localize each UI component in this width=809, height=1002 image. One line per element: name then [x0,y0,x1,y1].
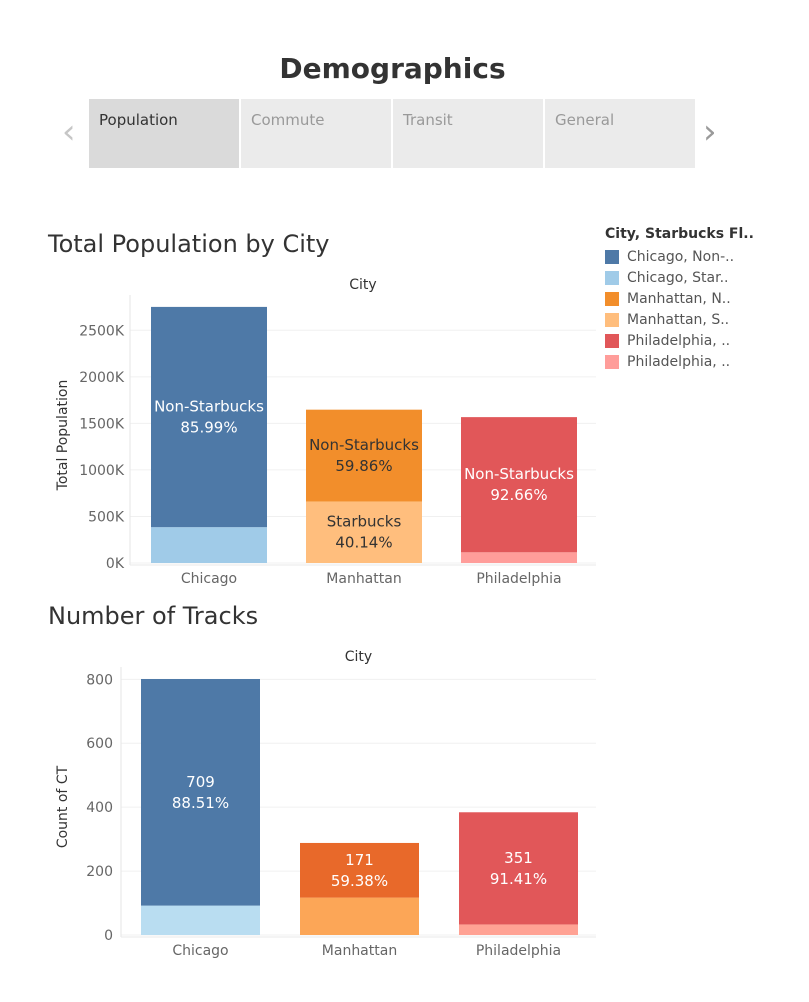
bar-segment [141,905,260,935]
bar-data-label: 85.99% [180,419,237,437]
legend-label: Philadelphia, .. [627,332,731,349]
tracks-chart: City 0 200 400 600 800 Count of CT 709 88.51% Chi… [55,649,596,959]
legend-label: Manhattan, S.. [627,311,730,328]
y-tick-label: 1000K [79,463,125,479]
bar-segment [306,409,422,502]
legend-label: Philadelphia, .. [627,353,731,370]
bar-data-label: 351 [504,849,533,867]
bar-segment [461,552,577,563]
bar-segment [300,842,419,898]
legend-swatch [605,291,619,306]
x-category-label: Philadelphia [476,571,561,587]
y-tick-label: 500K [88,509,125,525]
chevron-right-icon[interactable]: › [703,112,717,152]
y-axis-label: Total Population [55,380,71,492]
bar-segment [459,924,578,935]
y-tick-label: 2000K [79,370,125,386]
legend-item[interactable]: Manhattan, N.. [605,288,795,309]
legend-items: Chicago, Non-.. Chicago, Star.. Manhattan,… [605,246,795,372]
tracks-chart-title: Number of Tracks [48,602,259,630]
bar-segment [459,812,578,925]
legend-label: Manhattan, N.. [627,290,731,307]
y-tick-label: 2500K [79,323,125,339]
y-tick-label: 200 [86,864,113,880]
x-category-label: Manhattan [322,943,397,959]
legend: City, Starbucks Fl.. Chicago, Non-.. Chic… [605,226,795,372]
bar-segment [300,897,419,935]
bar-segment [461,417,577,553]
tab-transit[interactable]: Transit [393,99,543,168]
legend-title: City, Starbucks Fl.. [605,226,754,242]
column-header: City [345,649,372,665]
bar-data-label: Non-Starbucks [464,465,574,483]
legend-item[interactable]: Chicago, Star.. [605,267,795,288]
chevron-left-icon[interactable]: ‹ [62,112,76,152]
bar-data-label: 91.41% [490,870,547,888]
bar-data-label: 92.66% [490,486,547,504]
x-category-label: Philadelphia [476,943,561,959]
x-category-label: Chicago [172,943,228,959]
population-chart-title: Total Population by City [48,230,330,258]
population-chart: City 0K 500K 1000K 1500K 2000K 2500K Total Popu… [55,277,596,587]
y-tick-label: 0K [106,556,125,572]
legend-swatch [605,270,619,285]
legend-item[interactable]: Philadelphia, .. [605,330,795,351]
legend-item[interactable]: Manhattan, S.. [605,309,795,330]
x-category-label: Chicago [181,571,237,587]
bar-segment [306,501,422,563]
column-header: City [349,277,376,293]
y-axis-label: Count of CT [55,765,71,848]
legend-swatch [605,354,619,369]
bar-data-label: Non-Starbucks [154,398,264,416]
tab-population[interactable]: Population [89,99,239,168]
bar-data-label: 709 [186,773,215,791]
bar-data-label: 59.38% [331,872,388,890]
legend-item[interactable]: Chicago, Non-.. [605,246,795,267]
bar-data-label: Starbucks [327,513,402,531]
legend-label: Chicago, Non-.. [627,248,735,265]
page-title: Demographics [279,52,506,85]
x-category-label: Manhattan [326,571,401,587]
bar-segment [141,679,260,906]
y-tick-label: 0 [104,928,113,944]
legend-label: Chicago, Star.. [627,269,729,286]
bar-data-label: Non-Starbucks [309,436,419,454]
bar-data-label: 40.14% [335,534,392,552]
bar-data-label: 88.51% [172,794,229,812]
tab-general[interactable]: General [545,99,695,168]
y-tick-label: 800 [86,672,113,688]
y-tick-label: 400 [86,800,113,816]
bar-data-label: 59.86% [335,457,392,475]
legend-item[interactable]: Philadelphia, .. [605,351,795,372]
bar-segment [151,527,267,563]
legend-swatch [605,312,619,327]
legend-swatch [605,249,619,264]
bar-segment [151,306,267,528]
legend-swatch [605,333,619,348]
y-tick-label: 1500K [79,416,125,432]
bar-data-label: 171 [345,851,374,869]
y-tick-label: 600 [86,736,113,752]
tab-commute[interactable]: Commute [241,99,391,168]
